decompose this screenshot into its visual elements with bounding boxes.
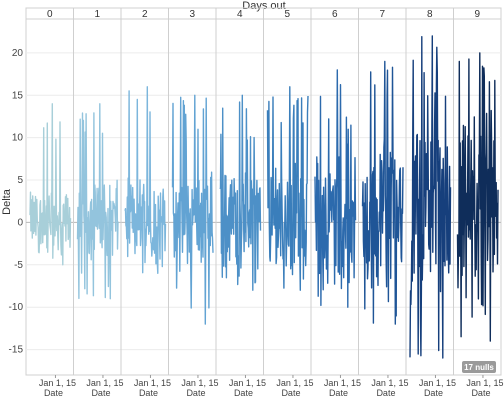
y-tick-label: -15 (9, 345, 24, 356)
panel-header-1: 1 (94, 9, 100, 20)
series-line-9 (456, 52, 499, 342)
series-line-0 (29, 103, 72, 266)
y-axis-title: Delta (1, 188, 13, 215)
x-tick-label: Jan 1, 15 (86, 378, 123, 388)
x-axis-title: Date (329, 388, 348, 398)
series-line-7 (361, 60, 404, 325)
y-tick-label: 10 (12, 133, 24, 144)
panel-header-6: 6 (332, 9, 338, 20)
panel-header-2: 2 (142, 9, 148, 20)
x-axis-title: Date (281, 388, 300, 398)
x-axis-title: Date (376, 388, 395, 398)
panel-header-8: 8 (427, 9, 433, 20)
panel-header-0: 0 (47, 9, 53, 20)
nulls-badge-background (462, 361, 496, 373)
y-tick-label: 5 (17, 175, 23, 186)
x-tick-label: Jan 1, 15 (371, 378, 408, 388)
x-axis-title: Date (234, 388, 253, 398)
series-line-4 (219, 94, 262, 291)
panel-headers: 0 1 2 3 4 5 6 7 8 9 (47, 9, 481, 20)
series-line-2 (124, 86, 167, 274)
series-lines (29, 35, 499, 359)
x-tick-label: Jan 1, 15 (39, 378, 76, 388)
y-tick-label: -10 (9, 302, 24, 313)
x-tick-label: Jan 1, 15 (134, 378, 171, 388)
x-tick-label: Jan 1, 15 (276, 378, 313, 388)
nulls-badge[interactable]: 17 nulls (462, 361, 496, 373)
nulls-badge-label: 17 nulls (464, 363, 494, 372)
x-axis-title: Date (91, 388, 110, 398)
x-tick-label: Jan 1, 15 (229, 378, 266, 388)
column-title: Days out (242, 0, 285, 12)
panel-header-9: 9 (474, 9, 480, 20)
gridlines (25, 7, 502, 376)
panel-header-7: 7 (379, 9, 385, 20)
panel-header-4: 4 (237, 9, 243, 20)
panel-header-3: 3 (189, 9, 195, 20)
y-tick-label: 20 (12, 48, 24, 59)
y-tick-label: -5 (14, 260, 23, 271)
x-tick-label: Jan 1, 15 (181, 378, 218, 388)
series-line-6 (314, 69, 357, 308)
panel-header-5: 5 (284, 9, 290, 20)
x-axis-title: Date (424, 388, 443, 398)
x-tick-label: Jan 1, 15 (466, 378, 503, 388)
x-axis-title: Date (44, 388, 63, 398)
series-line-8 (409, 35, 452, 359)
series-line-1 (76, 103, 119, 300)
series-line-3 (171, 94, 214, 325)
series-line-5 (266, 86, 309, 291)
x-tick-label: Jan 1, 15 (419, 378, 456, 388)
y-tick-label: 15 (12, 90, 24, 101)
x-axis-title: Date (471, 388, 490, 398)
x-tick-label: Jan 1, 15 (324, 378, 361, 388)
y-tick-label: 0 (17, 217, 23, 228)
x-axis-title: Date (139, 388, 158, 398)
x-axis-title: Date (186, 388, 205, 398)
